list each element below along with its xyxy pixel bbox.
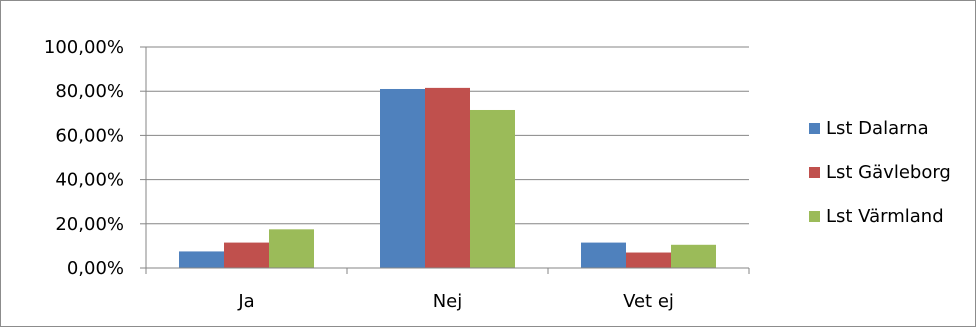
category-label: Vet ej (623, 291, 674, 312)
bar (380, 88, 425, 269)
bar (269, 229, 314, 268)
bar (179, 251, 224, 268)
axes (145, 47, 749, 269)
y-tick-label: 60,00% (55, 125, 124, 146)
legend-swatch (809, 211, 820, 222)
bar (425, 87, 470, 268)
bar (671, 244, 716, 268)
y-tick-label: 80,00% (55, 81, 124, 102)
bar (626, 252, 671, 268)
legend-swatch (809, 123, 820, 134)
y-tick-label: 40,00% (55, 170, 124, 191)
bar (470, 109, 515, 268)
bars (179, 87, 716, 269)
legend-swatch (809, 167, 820, 178)
y-tick-label: 20,00% (55, 214, 124, 235)
category-label: Ja (237, 291, 254, 312)
y-axis-ticks: 0,00% 20,00% 40,00% 60,00% 80,00% 100,00% (44, 37, 146, 279)
bar (224, 242, 269, 268)
category-label: Nej (433, 291, 463, 312)
legend-label: Lst Dalarna (826, 118, 929, 139)
bar (581, 242, 626, 268)
x-axis-categories: Ja Nej Vet ej (145, 268, 750, 312)
legend-label: Lst Värmland (826, 206, 944, 227)
legend: Lst Dalarna Lst Gävleborg Lst Värmland (809, 118, 951, 227)
y-tick-label: 100,00% (44, 37, 124, 58)
legend-label: Lst Gävleborg (826, 162, 951, 183)
bar-chart: 0,00% 20,00% 40,00% 60,00% 80,00% 100,00% Ja N… (44, 37, 951, 312)
y-tick-label: 0,00% (67, 258, 124, 279)
